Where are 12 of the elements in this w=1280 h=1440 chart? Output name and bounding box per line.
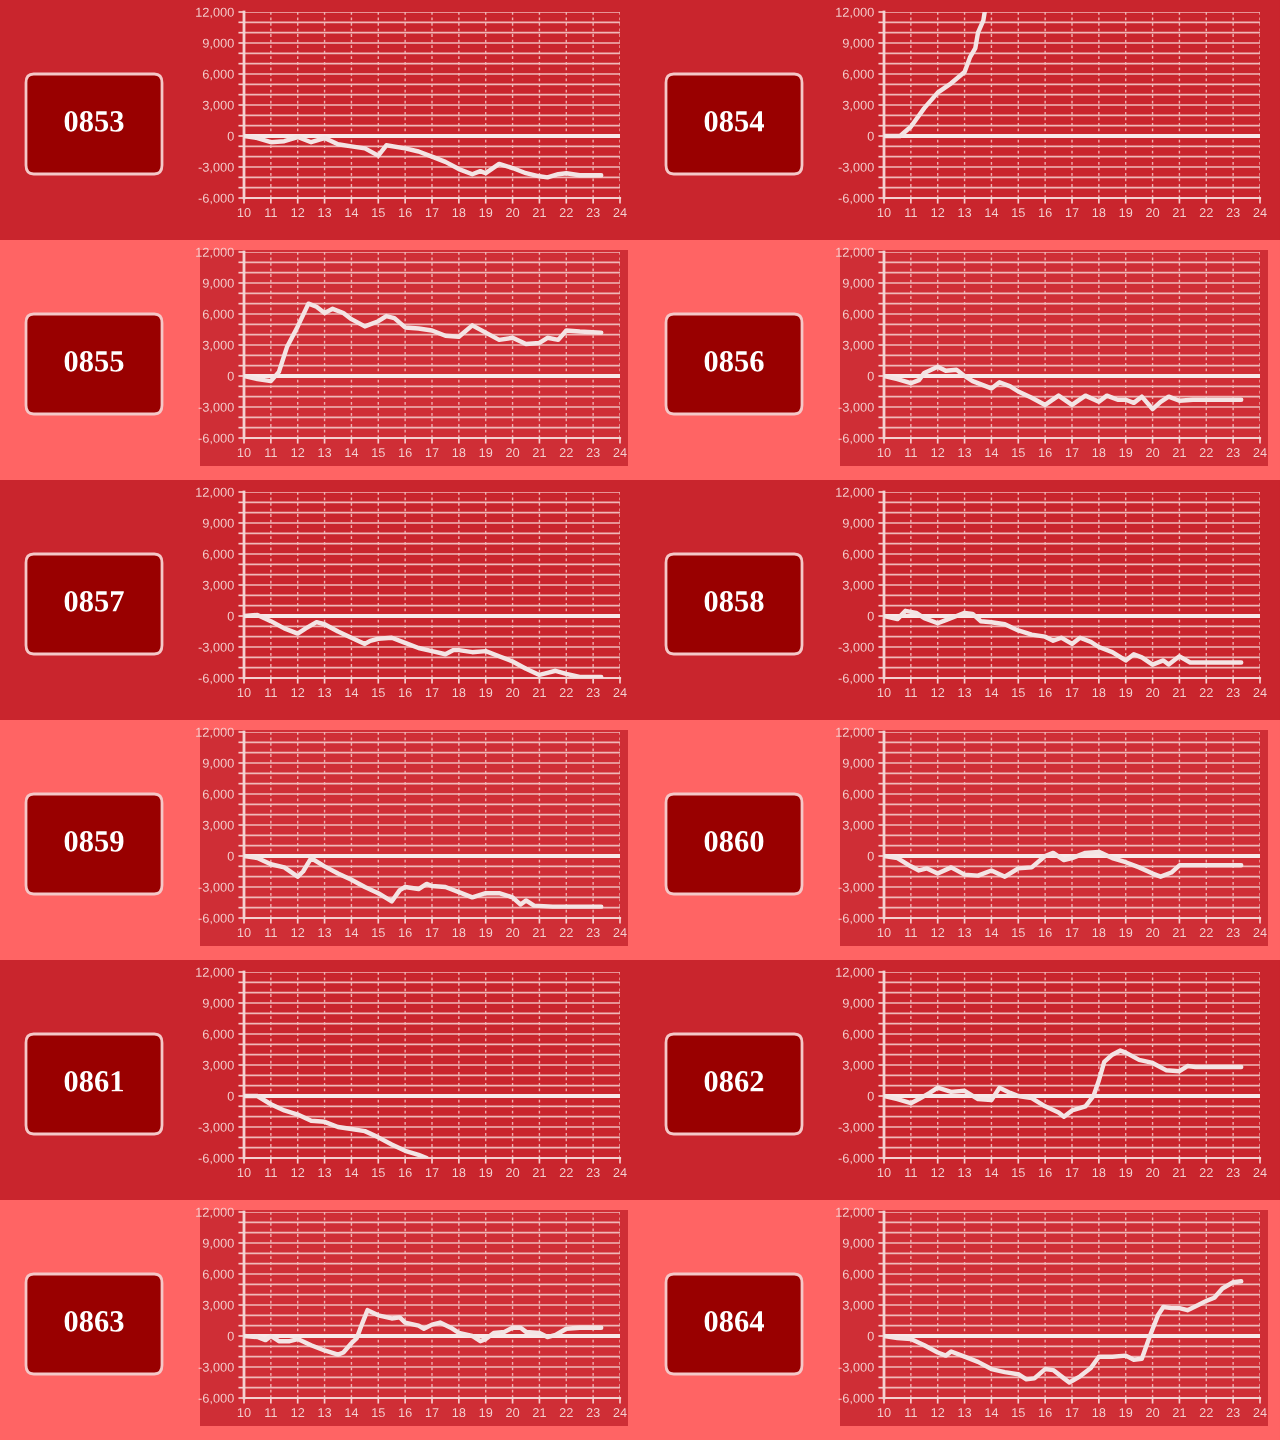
text: 0856 [704,351,764,372]
text: 0855 [64,351,124,372]
text: 0854 [704,111,764,132]
text: 0859 [64,831,124,852]
text: 0860 [704,831,764,852]
text: 0858 [704,591,764,612]
text: 0857 [64,591,124,612]
text: 0861 [64,1071,123,1092]
text: 0864 [704,1311,764,1332]
text: 0862 [704,1071,764,1092]
text: 0853 [64,111,124,132]
text: 0863 [64,1311,124,1332]
